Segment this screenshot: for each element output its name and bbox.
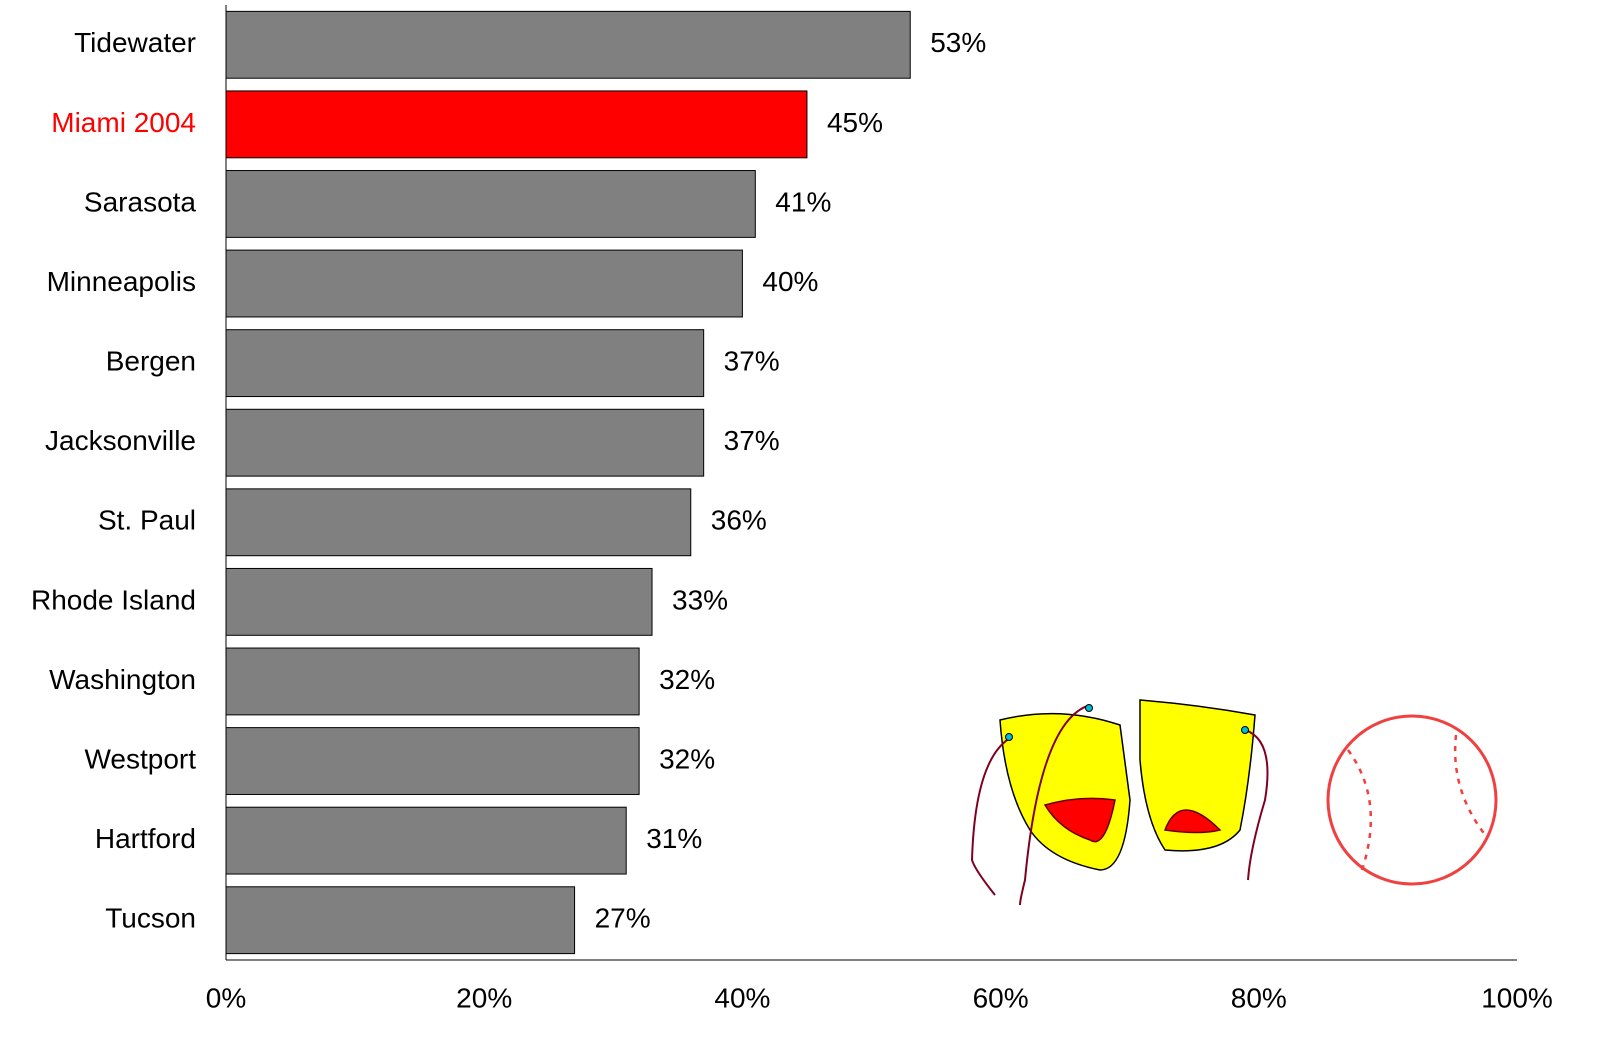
y-tick-label: Rhode Island	[31, 584, 196, 615]
value-label: 53%	[930, 27, 986, 58]
y-tick-label: Westport	[84, 743, 196, 774]
value-label: 32%	[659, 664, 715, 695]
y-tick-label: Tidewater	[74, 27, 196, 58]
bar	[225, 488, 692, 557]
x-tick-label: 80%	[1231, 982, 1287, 1013]
bar	[225, 90, 808, 159]
value-label: 41%	[775, 186, 831, 217]
value-label: 37%	[724, 346, 780, 377]
bar	[225, 567, 653, 636]
y-tick-label: Minneapolis	[47, 266, 196, 297]
y-tick-label: Sarasota	[84, 186, 196, 217]
x-tick-label: 0%	[206, 982, 246, 1013]
decoration	[970, 699, 1498, 906]
bar	[225, 886, 576, 955]
bar	[225, 647, 640, 716]
value-label: 31%	[646, 823, 702, 854]
y-tick-label: Washington	[49, 664, 196, 695]
x-tick-label: 20%	[456, 982, 512, 1013]
bar	[225, 408, 705, 477]
value-label: 33%	[672, 584, 728, 615]
y-tick-label: Miami 2004	[51, 107, 196, 138]
value-label: 36%	[711, 505, 767, 536]
y-tick-label: Hartford	[95, 823, 196, 854]
y-tick-label: Tucson	[105, 903, 196, 934]
value-label: 27%	[595, 903, 651, 934]
bar	[225, 329, 705, 398]
value-label: 37%	[724, 425, 780, 456]
bar	[225, 727, 640, 795]
y-tick-label: Jacksonville	[45, 425, 196, 456]
value-label: 40%	[762, 266, 818, 297]
value-label: 45%	[827, 107, 883, 138]
y-tick-label: Bergen	[106, 346, 196, 377]
x-tick-label: 40%	[714, 982, 770, 1013]
bar	[225, 170, 756, 238]
y-tick-label: St. Paul	[98, 505, 196, 536]
bar	[225, 10, 911, 79]
bar	[225, 249, 743, 318]
x-tick-label: 100%	[1481, 982, 1553, 1013]
value-label: 32%	[659, 743, 715, 774]
x-tick-label: 60%	[973, 982, 1029, 1013]
bar	[225, 806, 627, 875]
